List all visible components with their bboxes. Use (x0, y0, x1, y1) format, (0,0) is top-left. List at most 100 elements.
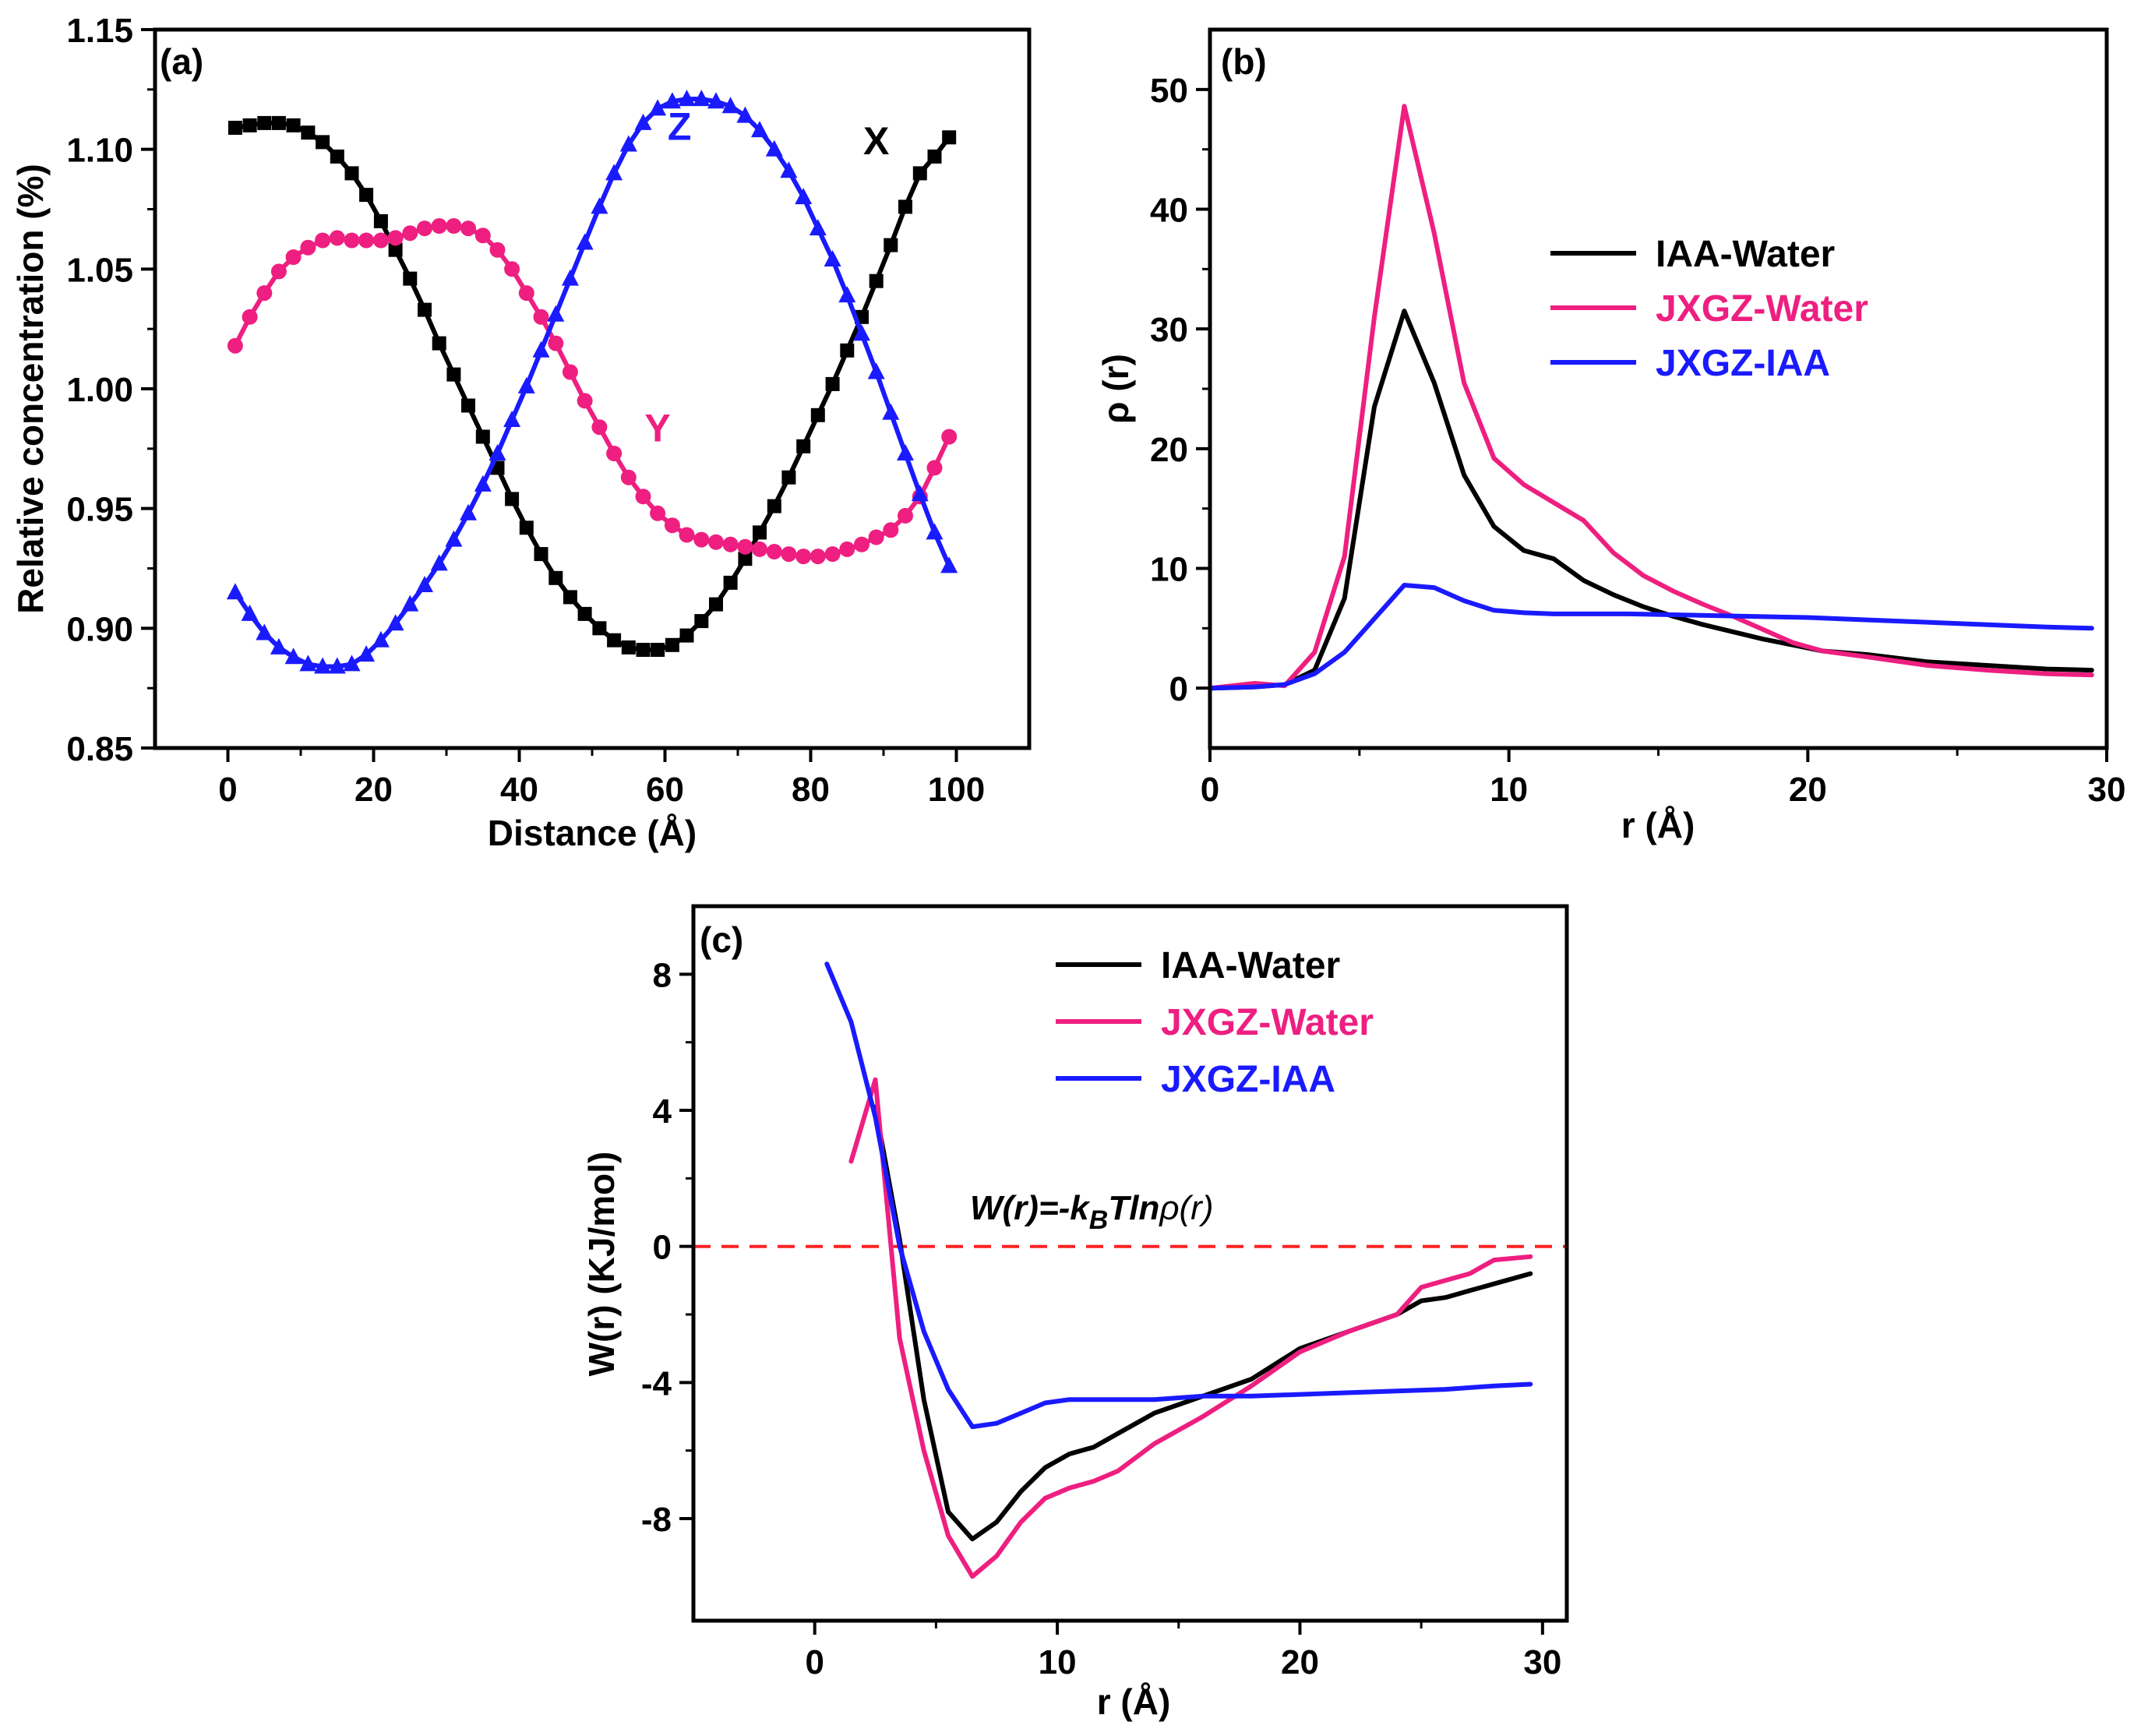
data-point-x (446, 367, 461, 382)
data-point-x (242, 118, 257, 132)
panel-a-series-group (226, 90, 958, 674)
data-point-y (781, 546, 797, 563)
panel-a-label: (a) (160, 41, 203, 82)
x-tick-label: 20 (1789, 771, 1827, 809)
panel-b-xlabel: r (Å) (1621, 805, 1695, 845)
data-point-y (402, 225, 418, 242)
panel-c-frame (691, 904, 1569, 1623)
data-point-z (416, 576, 433, 592)
data-point-y (460, 221, 476, 237)
data-point-x (461, 398, 475, 413)
y-tick-label: 1.10 (66, 132, 133, 170)
data-point-y (372, 232, 389, 249)
y-tick-label: 0 (653, 1229, 672, 1267)
series-line-y (232, 224, 952, 559)
data-point-x (767, 499, 781, 513)
data-point-x (592, 621, 607, 636)
panel-a-xlabel: Distance (Å) (488, 813, 697, 853)
data-point-z (736, 106, 754, 123)
data-point-z (809, 219, 827, 236)
data-point-x (228, 121, 242, 135)
data-point-x (373, 213, 388, 228)
data-point-y (650, 505, 666, 521)
data-point-x (257, 115, 272, 130)
y-tick-label: 40 (1150, 192, 1188, 230)
data-point-x (738, 552, 753, 566)
data-point-y (518, 285, 534, 302)
data-point-z (649, 99, 667, 116)
x-tick-label: 60 (646, 771, 684, 809)
panel-a-annotations: X Y Z (644, 104, 889, 450)
data-point-y (795, 549, 812, 565)
annotation-y: Y (644, 407, 670, 450)
panel-c-equation: W(r)=-kBTlnρ(r) (970, 1189, 1214, 1235)
data-point-x (505, 492, 520, 506)
data-point-y (562, 364, 578, 380)
data-point-y (737, 538, 753, 555)
data-point-y (591, 419, 608, 436)
data-point-z (824, 250, 841, 266)
data-point-x (679, 628, 694, 643)
y-tick-label: 0 (1169, 670, 1188, 708)
y-tick-label: 10 (1150, 551, 1188, 589)
data-point-z (226, 583, 244, 600)
x-tick-label: 10 (1490, 771, 1528, 809)
panel-b-axes: 0 10 20 30 0 10 20 30 40 50 (1150, 72, 2125, 809)
panel-a-axes: 0 20 40 60 80 100 0.85 0.90 0.95 1.00 1.05 1.10 1.15 (66, 12, 985, 809)
data-point-y (635, 489, 651, 505)
x-tick-label: 0 (1201, 771, 1219, 809)
data-point-z (532, 340, 550, 358)
y-tick-label: 1.00 (66, 371, 133, 409)
data-point-z (314, 657, 332, 674)
data-point-z (474, 475, 492, 492)
panel-b-frame (1208, 27, 2109, 750)
y-tick-label: 50 (1150, 72, 1188, 110)
x-tick-label: 10 (1039, 1643, 1077, 1681)
panel-c: (c) 0 10 20 30 -8 -4 0 4 8 r (Å) W(r) (KJ/mol) W… (581, 904, 1569, 1722)
panel-c-legend: IAA-Water JXGZ-Water JXGZ-IAA (1056, 945, 1374, 1100)
series-line-jxgz-water (848, 1077, 1533, 1579)
data-point-z (299, 655, 317, 672)
y-tick-label: 0.85 (66, 730, 133, 768)
data-point-z (707, 92, 725, 109)
data-point-y (606, 446, 623, 461)
data-point-y (431, 218, 447, 234)
legend-label-iaa-water: IAA-Water (1656, 234, 1835, 275)
data-point-z (619, 135, 637, 152)
data-point-x (753, 525, 767, 540)
data-point-y (329, 230, 345, 246)
panel-c-ylabel: W(r) (KJ/mol) (581, 1152, 622, 1377)
y-tick-label: 1.05 (66, 251, 133, 289)
annotation-z: Z (668, 104, 692, 148)
legend-label-jxgz-water: JXGZ-Water (1656, 288, 1868, 330)
data-point-y (548, 335, 564, 351)
data-point-z (838, 286, 856, 303)
data-point-y (679, 527, 695, 543)
panel-a-frame (153, 27, 1032, 750)
panel-c-series-group (824, 962, 1533, 1579)
data-point-y (270, 263, 287, 280)
data-point-z (751, 121, 768, 138)
data-point-x (286, 118, 301, 132)
data-point-y (941, 429, 958, 445)
panel-c-label: (c) (700, 919, 743, 960)
data-point-x (651, 643, 665, 657)
data-point-x (898, 199, 912, 214)
x-tick-label: 100 (928, 771, 985, 809)
data-point-y (227, 337, 243, 354)
data-point-y (752, 541, 767, 557)
data-point-z (358, 645, 376, 662)
data-point-x (723, 575, 738, 590)
x-tick-label: 30 (2088, 771, 2126, 809)
data-point-x (621, 640, 636, 655)
panel-b-series-group (1208, 104, 2094, 691)
data-point-y (489, 242, 506, 258)
data-point-x (694, 614, 709, 629)
series-line-jxgz-water (1208, 104, 2094, 691)
data-point-z (489, 444, 506, 460)
data-point-y (664, 517, 680, 534)
data-point-x (563, 590, 577, 605)
data-point-y (577, 393, 593, 409)
series-line-jxgz-iaa (824, 962, 1533, 1430)
data-point-y (883, 522, 899, 538)
